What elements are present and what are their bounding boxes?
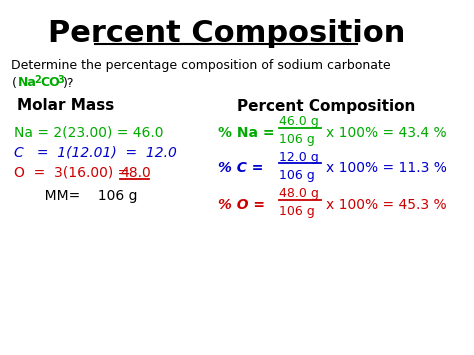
Text: O  =  3(16.00) =: O = 3(16.00) = xyxy=(14,166,134,180)
Text: C   =  1(12.01)  =  12.0: C = 1(12.01) = 12.0 xyxy=(14,146,177,160)
Text: % C =: % C = xyxy=(218,161,263,175)
Text: x 100% = 43.4 %: x 100% = 43.4 % xyxy=(327,126,447,140)
Text: 106 g: 106 g xyxy=(279,206,314,218)
Text: % O =: % O = xyxy=(218,198,264,212)
Text: 46.0 g: 46.0 g xyxy=(279,115,319,127)
Text: 106 g: 106 g xyxy=(279,133,314,147)
Text: Percent Composition: Percent Composition xyxy=(237,98,415,114)
Text: x 100% = 45.3 %: x 100% = 45.3 % xyxy=(327,198,447,212)
Text: Molar Mass: Molar Mass xyxy=(17,98,114,114)
Text: Na: Na xyxy=(18,76,37,89)
Text: 12.0 g: 12.0 g xyxy=(279,151,319,164)
Text: 3: 3 xyxy=(57,75,64,85)
Text: Percent Composition: Percent Composition xyxy=(47,18,405,48)
Text: )?: )? xyxy=(63,76,74,89)
Text: 106 g: 106 g xyxy=(279,169,314,181)
Text: 48.0: 48.0 xyxy=(120,166,151,180)
Text: % Na =: % Na = xyxy=(218,126,274,140)
Text: (: ( xyxy=(11,76,16,89)
Text: Determine the percentage composition of sodium carbonate: Determine the percentage composition of … xyxy=(11,59,391,71)
Text: Na = 2(23.00) = 46.0: Na = 2(23.00) = 46.0 xyxy=(14,126,164,140)
Text: 48.0 g: 48.0 g xyxy=(279,187,319,201)
Text: 2: 2 xyxy=(34,75,41,85)
Text: MM=    106 g: MM= 106 g xyxy=(14,189,138,203)
Text: x 100% = 11.3 %: x 100% = 11.3 % xyxy=(327,161,447,175)
Text: CO: CO xyxy=(40,76,60,89)
